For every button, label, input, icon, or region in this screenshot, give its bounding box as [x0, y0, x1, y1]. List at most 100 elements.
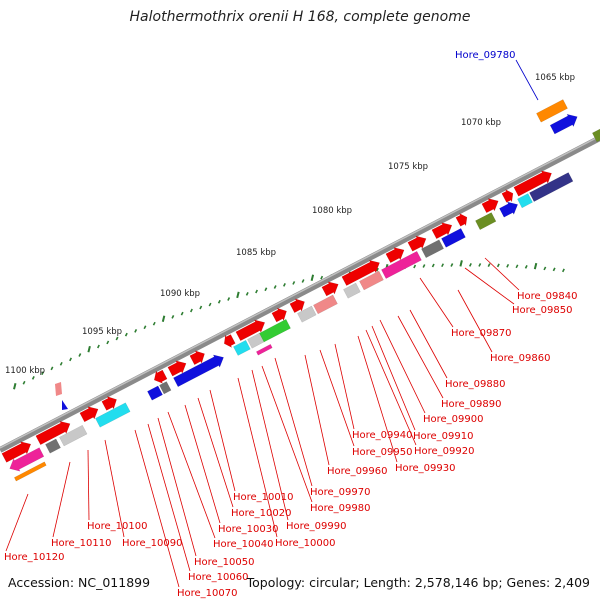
- gene-label: Hore_09930: [395, 463, 456, 474]
- leader-line: [419, 277, 454, 328]
- scale-tick: [478, 263, 482, 267]
- scale-tick: [31, 376, 35, 380]
- gene-label: Hore_09920: [414, 446, 475, 457]
- gene-label: Hore_09890: [441, 399, 502, 410]
- scale-tick: [199, 305, 203, 310]
- leader-line: [104, 439, 125, 538]
- gene-feature: [35, 420, 71, 446]
- backbone-highlight: [0, 135, 600, 449]
- scale-label: 1075 kbp: [388, 162, 428, 172]
- scale-tick: [543, 266, 547, 271]
- gene-features: [1, 99, 600, 482]
- gene-label: Hore_10120: [4, 552, 65, 563]
- gene-label: Hore_09870: [451, 328, 512, 339]
- gene-feature: [297, 305, 317, 323]
- gene-feature: [481, 198, 499, 214]
- gene-feature: [536, 99, 568, 123]
- scale-tick: [152, 321, 156, 326]
- gene-label: Hore_09860: [490, 353, 551, 364]
- scale-tick: [171, 315, 175, 319]
- gene-label: Hore_09910: [413, 431, 474, 442]
- gene-feature: [475, 212, 497, 231]
- scale-label: 1090 kbp: [160, 289, 200, 299]
- leader-line: [237, 377, 278, 538]
- scale-tick: [431, 263, 435, 268]
- leader-line: [197, 397, 234, 508]
- scale-tick: [189, 308, 193, 313]
- gene-feature: [591, 128, 600, 143]
- gene-feature: [79, 406, 99, 423]
- scale-tick: [227, 297, 231, 301]
- scale-tick: [264, 287, 268, 292]
- leader-line: [157, 417, 197, 557]
- gene-feature: [513, 170, 552, 197]
- gene-label: Hore_09980: [310, 503, 371, 514]
- scale-tick: [301, 279, 305, 283]
- gene-feature: [517, 193, 533, 209]
- gene-feature: [153, 369, 168, 384]
- topology-text: Topology: circular; Length: 2,578,146 bp…: [246, 575, 590, 590]
- leader-line: [464, 267, 515, 305]
- leader-line: [251, 369, 289, 521]
- scale-tick: [180, 311, 184, 316]
- scale-tick: [96, 344, 100, 349]
- gene-feature: [321, 281, 339, 297]
- gene-label: Hore_10050: [194, 557, 255, 568]
- gene-feature: [235, 319, 266, 342]
- gene-feature: [343, 282, 361, 299]
- leader-line: [397, 315, 444, 399]
- scale-tick: [41, 371, 45, 375]
- scale-label: 1070 kbp: [461, 118, 501, 128]
- highlight-gene-label: Hore_09780: [455, 50, 516, 61]
- scale-tick: [255, 289, 259, 294]
- leader-line: [371, 325, 416, 431]
- leader-line: [409, 309, 448, 379]
- leader-line: [274, 357, 313, 487]
- scale-tick: [245, 292, 249, 296]
- gene-feature: [247, 332, 265, 349]
- leader-line: [5, 493, 29, 552]
- scale-tick: [441, 263, 445, 268]
- scale-tick: [533, 262, 538, 270]
- scale-tick: [69, 357, 73, 362]
- scale-tick: [468, 262, 472, 267]
- scale-tick: [22, 380, 26, 385]
- gene-label: Hore_09950: [352, 447, 413, 458]
- scale-tick: [496, 263, 500, 268]
- scale-tick: [59, 361, 63, 366]
- scale-tick: [506, 263, 510, 268]
- scale-tick: [115, 336, 119, 341]
- genome-backbone: [0, 135, 600, 453]
- gene-feature: [13, 461, 47, 482]
- gene-label: Hore_09840: [517, 291, 578, 302]
- gene-label: Hore_09990: [286, 521, 347, 532]
- gene-feature: [271, 307, 287, 323]
- gene-feature: [407, 235, 427, 252]
- gene-feature: [233, 339, 251, 356]
- gene-feature: [189, 350, 205, 366]
- gene-feature: [431, 222, 453, 240]
- scale-tick: [217, 299, 221, 304]
- gene-feature: [381, 250, 422, 279]
- leader-line: [484, 257, 520, 291]
- leader-line: [515, 59, 539, 101]
- gene-label: Hore_09960: [327, 466, 388, 477]
- gene-label: Hore_10110: [51, 538, 112, 549]
- gene-label: Hore_10060: [188, 572, 249, 583]
- gene-feature: [159, 381, 172, 395]
- leader-line: [52, 461, 71, 538]
- leader-line: [87, 449, 90, 521]
- scale-tick: [310, 274, 315, 282]
- scale-tick: [524, 265, 528, 269]
- leader-line: [334, 343, 355, 430]
- scale-tick: [13, 383, 17, 390]
- gene-feature: [1, 441, 32, 463]
- gene-label: Hore_09900: [423, 414, 484, 425]
- gene-feature: [499, 201, 519, 218]
- scale-tick: [50, 366, 54, 371]
- gene-feature: [101, 396, 117, 411]
- leader-line: [304, 354, 330, 466]
- scale-label: 1085 kbp: [236, 248, 276, 258]
- scale-tick: [236, 291, 240, 299]
- gene-feature: [223, 334, 236, 349]
